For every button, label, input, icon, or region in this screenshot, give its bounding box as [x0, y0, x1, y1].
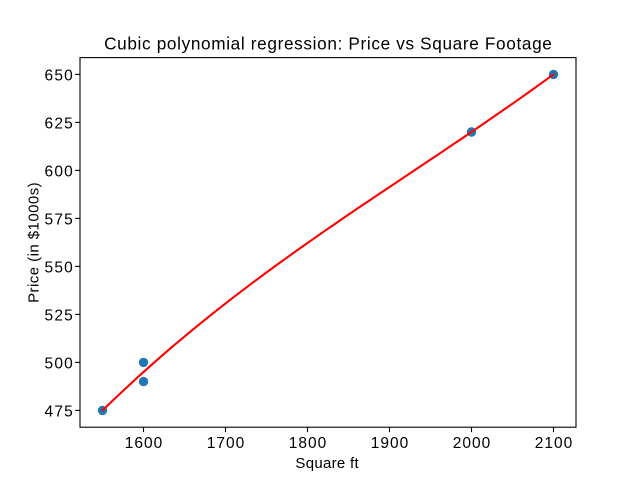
svg-text:575: 575: [45, 211, 74, 228]
svg-text:500: 500: [45, 355, 74, 372]
svg-text:1700: 1700: [207, 435, 245, 452]
svg-text:Cubic polynomial regression: P: Cubic polynomial regression: Price vs Sq…: [104, 33, 552, 53]
svg-text:625: 625: [45, 115, 74, 132]
svg-text:2000: 2000: [453, 435, 491, 452]
svg-text:550: 550: [45, 259, 74, 276]
svg-text:1900: 1900: [371, 435, 409, 452]
svg-text:475: 475: [45, 403, 74, 420]
svg-text:1600: 1600: [125, 435, 163, 452]
svg-text:2100: 2100: [535, 435, 573, 452]
svg-text:1800: 1800: [289, 435, 327, 452]
svg-text:600: 600: [45, 163, 74, 180]
svg-text:525: 525: [45, 307, 74, 324]
svg-text:Square ft: Square ft: [295, 455, 359, 472]
svg-text:Price (in $1000s): Price (in $1000s): [25, 182, 42, 303]
svg-text:650: 650: [45, 67, 74, 84]
